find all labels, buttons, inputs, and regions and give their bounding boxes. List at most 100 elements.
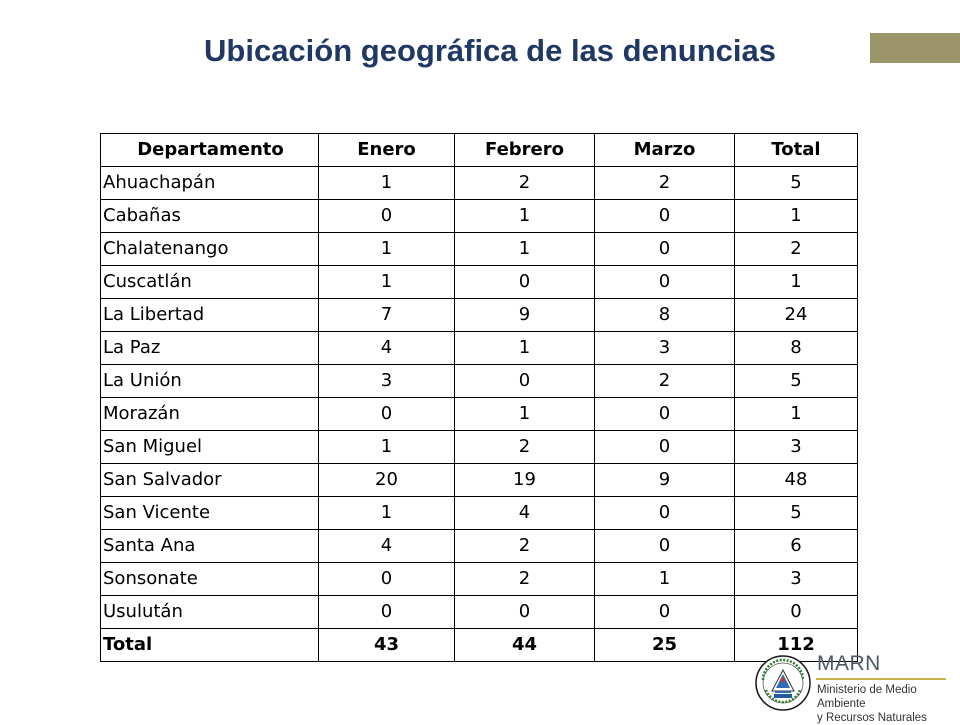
table-row: Cabañas 0 1 0 1	[100, 199, 858, 233]
cell-departamento: Usulután	[100, 595, 319, 629]
accent-bar	[870, 33, 960, 63]
header-total: Total	[734, 133, 858, 167]
cell-marzo: 2	[594, 364, 735, 398]
table-row: San Miguel 1 2 0 3	[100, 430, 858, 464]
table-row: Sonsonate 0 2 1 3	[100, 562, 858, 596]
cell-enero: 7	[318, 298, 455, 332]
cell-febrero: 1	[454, 199, 595, 233]
header-enero: Enero	[318, 133, 455, 167]
table-row: La Libertad 7 9 8 24	[100, 298, 858, 332]
marn-ministry-line2: y Recursos Naturales	[817, 712, 927, 724]
cell-enero: 1	[318, 430, 455, 464]
cell-enero: 0	[318, 397, 455, 431]
cell-febrero: 9	[454, 298, 595, 332]
cell-marzo: 9	[594, 463, 735, 497]
cell-enero: 20	[318, 463, 455, 497]
table-total-row: Total 43 44 25 112	[100, 628, 858, 662]
cell-febrero: 1	[454, 331, 595, 365]
table-row: San Vicente 1 4 0 5	[100, 496, 858, 530]
header-febrero: Febrero	[454, 133, 595, 167]
cell-febrero: 2	[454, 529, 595, 563]
denuncias-table: Departamento Enero Febrero Marzo Total A…	[100, 133, 858, 662]
cell-marzo: 1	[594, 562, 735, 596]
cell-departamento: San Vicente	[100, 496, 319, 530]
cell-total: 5	[734, 166, 858, 200]
table-row: Santa Ana 4 2 0 6	[100, 529, 858, 563]
cell-enero: 3	[318, 364, 455, 398]
cell-marzo: 0	[594, 265, 735, 299]
cell-enero: 1	[318, 166, 455, 200]
cell-febrero: 0	[454, 364, 595, 398]
header-departamento: Departamento	[100, 133, 319, 167]
cell-marzo: 0	[594, 529, 735, 563]
cell-enero: 4	[318, 331, 455, 365]
cell-febrero: 1	[454, 397, 595, 431]
table-row: Morazán 0 1 0 1	[100, 397, 858, 431]
cell-febrero: 1	[454, 232, 595, 266]
total-total: 112	[734, 628, 858, 662]
cell-total: 6	[734, 529, 858, 563]
cell-departamento: Morazán	[100, 397, 319, 431]
table-row: Cuscatlán 1 0 0 1	[100, 265, 858, 299]
total-label: Total	[100, 628, 319, 662]
table-row: Usulután 0 0 0 0	[100, 595, 858, 629]
header-marzo: Marzo	[594, 133, 735, 167]
cell-total: 5	[734, 496, 858, 530]
cell-marzo: 0	[594, 496, 735, 530]
cell-departamento: Sonsonate	[100, 562, 319, 596]
cell-departamento: Cuscatlán	[100, 265, 319, 299]
cell-total: 2	[734, 232, 858, 266]
cell-total: 1	[734, 265, 858, 299]
el-salvador-coat-of-arms-seal-icon	[755, 655, 811, 711]
cell-enero: 0	[318, 199, 455, 233]
cell-total: 0	[734, 595, 858, 629]
cell-enero: 1	[318, 496, 455, 530]
cell-febrero: 0	[454, 265, 595, 299]
cell-total: 8	[734, 331, 858, 365]
cell-febrero: 4	[454, 496, 595, 530]
cell-febrero: 19	[454, 463, 595, 497]
cell-febrero: 2	[454, 430, 595, 464]
cell-departamento: San Miguel	[100, 430, 319, 464]
table-header-row: Departamento Enero Febrero Marzo Total	[100, 133, 858, 167]
cell-febrero: 0	[454, 595, 595, 629]
marn-logo: MARN Ministerio de Medio Ambiente y Recu…	[754, 652, 954, 724]
cell-total: 3	[734, 430, 858, 464]
table-row: La Unión 3 0 2 5	[100, 364, 858, 398]
cell-total: 1	[734, 199, 858, 233]
total-marzo: 25	[594, 628, 735, 662]
table-row: San Salvador 20 19 9 48	[100, 463, 858, 497]
cell-departamento: Chalatenango	[100, 232, 319, 266]
cell-total: 1	[734, 397, 858, 431]
cell-febrero: 2	[454, 166, 595, 200]
cell-departamento: La Paz	[100, 331, 319, 365]
marn-ministry-line1: Ministerio de Medio Ambiente	[817, 684, 917, 710]
cell-marzo: 0	[594, 199, 735, 233]
cell-enero: 1	[318, 232, 455, 266]
marn-ministry-name: Ministerio de Medio Ambiente y Recursos …	[817, 683, 957, 725]
cell-enero: 1	[318, 265, 455, 299]
cell-febrero: 2	[454, 562, 595, 596]
cell-total: 24	[734, 298, 858, 332]
marn-divider	[816, 678, 946, 680]
cell-marzo: 2	[594, 166, 735, 200]
cell-marzo: 0	[594, 397, 735, 431]
table-row: La Paz 4 1 3 8	[100, 331, 858, 365]
cell-total: 5	[734, 364, 858, 398]
total-enero: 43	[318, 628, 455, 662]
cell-enero: 0	[318, 595, 455, 629]
cell-departamento: Ahuachapán	[100, 166, 319, 200]
cell-departamento: Cabañas	[100, 199, 319, 233]
table-row: Ahuachapán 1 2 2 5	[100, 166, 858, 200]
cell-marzo: 8	[594, 298, 735, 332]
cell-marzo: 3	[594, 331, 735, 365]
page-title: Ubicación geográfica de las denuncias	[204, 33, 776, 68]
table-row: Chalatenango 1 1 0 2	[100, 232, 858, 266]
cell-enero: 4	[318, 529, 455, 563]
cell-departamento: Santa Ana	[100, 529, 319, 563]
total-febrero: 44	[454, 628, 595, 662]
cell-total: 48	[734, 463, 858, 497]
cell-enero: 0	[318, 562, 455, 596]
cell-departamento: La Unión	[100, 364, 319, 398]
cell-marzo: 0	[594, 595, 735, 629]
